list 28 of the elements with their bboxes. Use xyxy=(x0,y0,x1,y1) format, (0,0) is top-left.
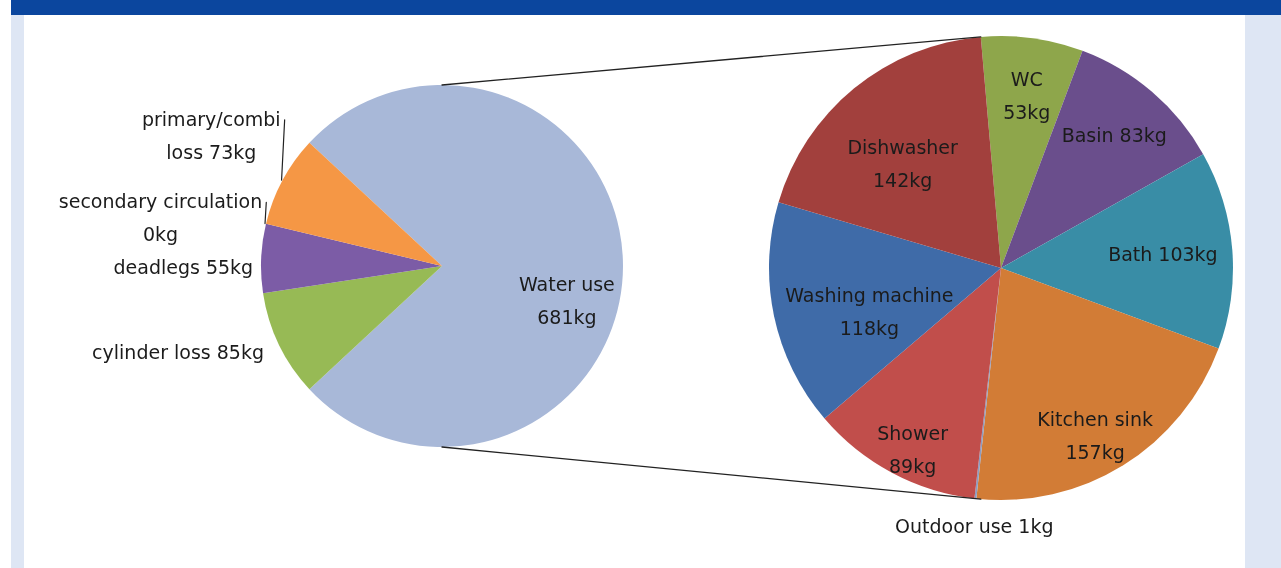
data-label: 89kg xyxy=(888,454,937,477)
slice-label: Basin 83kg xyxy=(1061,123,1167,146)
slice-label: primary/combi loss 73kg xyxy=(141,107,281,163)
slice-label: Outdoor use 1kg xyxy=(895,515,1054,538)
pie-slice xyxy=(1001,154,1233,349)
slice-label: Shower xyxy=(877,421,949,444)
slice-label: Kitchen sink xyxy=(1037,407,1153,430)
slice-label: WC xyxy=(1010,67,1043,90)
pie-slice xyxy=(976,268,1219,500)
slice-label: Bath 103kg xyxy=(1108,243,1218,266)
text: 0kg xyxy=(142,223,179,246)
pie-slice xyxy=(778,36,1001,268)
slice-label: Water use xyxy=(518,273,615,295)
data-label: 118kg xyxy=(839,316,900,339)
data-label: 53kg xyxy=(1003,100,1051,123)
pie-slice xyxy=(263,266,442,390)
slice-label: Washing machine xyxy=(785,283,954,306)
data-label: 681kg xyxy=(537,306,597,328)
pie-slice xyxy=(261,223,442,294)
pie-slice xyxy=(309,85,623,447)
data-label: 142kg xyxy=(872,168,933,191)
pie-slice xyxy=(769,202,1001,419)
legend-label: secondary circulation xyxy=(58,190,263,213)
slice-label: cylinder loss 85kg xyxy=(92,340,264,363)
pie-slice xyxy=(265,142,442,266)
slice-label: Dishwasher xyxy=(847,135,959,158)
slice-label: deadlegs 55kg xyxy=(113,255,254,278)
data-label: 157kg xyxy=(1065,440,1125,463)
